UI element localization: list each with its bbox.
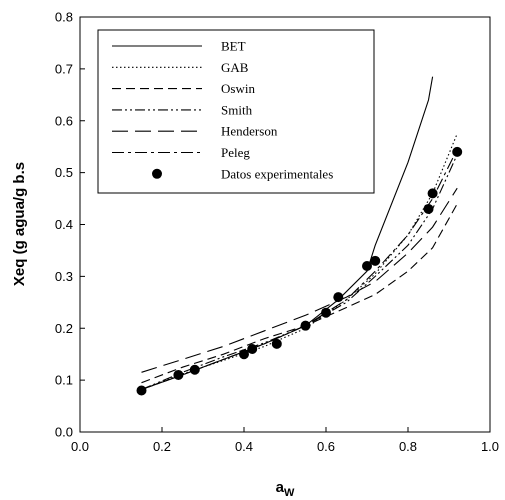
legend-label-henderson: Henderson — [221, 124, 278, 139]
legend-marker-datos-experimentales — [152, 168, 162, 179]
y-tick-label: 0.1 — [55, 373, 73, 388]
data-point — [173, 369, 184, 380]
data-point — [271, 338, 282, 349]
x-tick-label: 0.2 — [153, 439, 171, 454]
legend-label-oswin: Oswin — [221, 81, 255, 96]
experimental-points — [136, 146, 463, 396]
axis-ticks: 0.0 0.2 0.4 0.6 0.8 1.0 0.0 0.1 0.2 0.3 0.4 0.5 0.6 0… — [55, 10, 499, 455]
series-line-smith — [141, 154, 458, 391]
data-point — [136, 385, 147, 396]
legend-label-bet: BET — [221, 39, 246, 54]
legend-box — [97, 29, 375, 194]
x-axis-title-main: a — [276, 479, 285, 496]
data-point — [423, 203, 434, 214]
legend: BET GAB Oswin Smith Henderson Peleg Datos expe… — [97, 29, 375, 194]
y-tick-label: 0.5 — [55, 165, 73, 180]
data-point — [333, 292, 344, 303]
y-tick-label: 0.2 — [55, 321, 73, 336]
y-tick-label: 0.6 — [55, 113, 73, 128]
x-tick-label: 0.0 — [71, 439, 89, 454]
y-tick-label: 0.3 — [55, 269, 73, 284]
x-axis-title: aW — [276, 479, 295, 499]
x-tick-label: 0.8 — [399, 439, 417, 454]
legend-label-peleg: Peleg — [221, 145, 250, 160]
legend-label-gab: GAB — [221, 60, 249, 75]
data-point — [362, 261, 372, 271]
series-line-henderson — [141, 187, 458, 373]
series-line-oswin — [141, 203, 458, 384]
x-tick-label: 0.6 — [317, 439, 335, 454]
y-tick-label: 0.0 — [55, 425, 73, 440]
data-point — [247, 344, 258, 354]
data-point — [370, 255, 381, 266]
data-point — [300, 320, 311, 331]
legend-label-datos-experimentales: Datos experimentales — [221, 166, 333, 181]
y-tick-label: 0.7 — [55, 61, 73, 76]
data-point — [427, 188, 438, 199]
data-point — [189, 364, 200, 375]
legend-label-smith: Smith — [221, 102, 253, 117]
x-tick-label: 1.0 — [481, 439, 499, 454]
y-tick-label: 0.4 — [55, 217, 73, 232]
y-tick-label: 0.8 — [55, 10, 73, 25]
data-point — [321, 307, 331, 318]
y-axis-title: Xeq (g agua/g b.s — [11, 162, 28, 286]
data-point — [239, 349, 249, 360]
x-axis-title-subscript: W — [284, 487, 295, 499]
data-point — [452, 146, 463, 157]
x-tick-label: 0.4 — [235, 439, 253, 454]
